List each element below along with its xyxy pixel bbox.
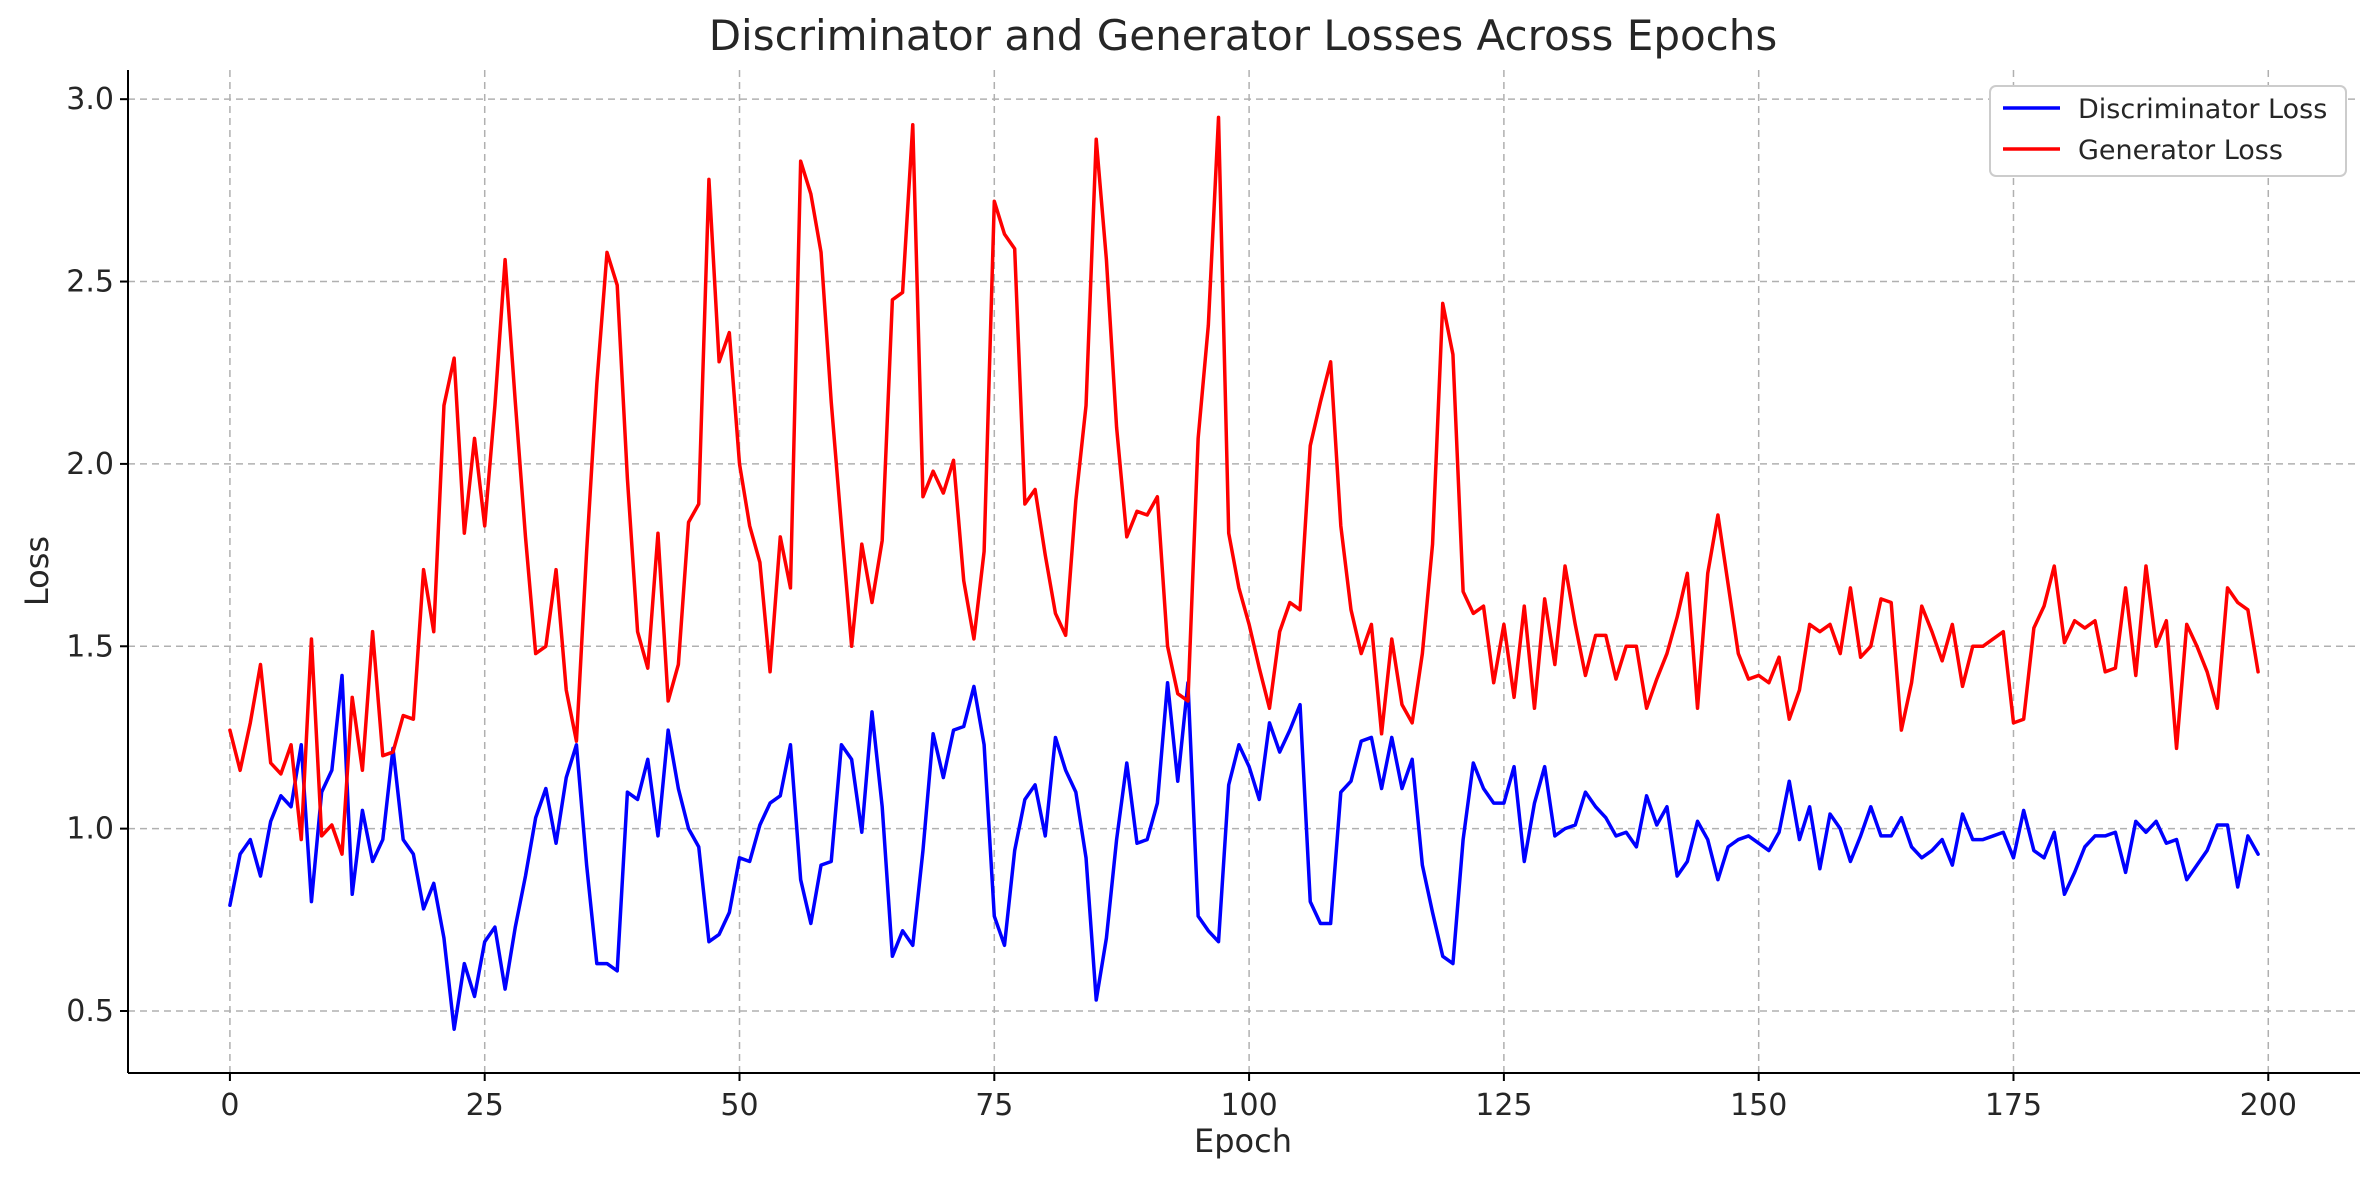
x-tick-label: 50 — [720, 1088, 758, 1123]
x-tick-label: 0 — [220, 1088, 239, 1123]
legend-label-generator: Generator Loss — [2078, 135, 2283, 166]
y-tick-label: 2.5 — [66, 265, 114, 300]
x-tick-label: 125 — [1475, 1088, 1532, 1123]
legend-box — [1989, 85, 2347, 177]
x-tick-label: 100 — [1220, 1088, 1277, 1123]
axes — [127, 70, 2360, 1074]
series-layer — [228, 115, 2260, 1031]
x-tick-label: 200 — [2240, 1088, 2297, 1123]
legend-label-discriminator: Discriminator Loss — [2078, 94, 2327, 125]
x-tick-label: 75 — [975, 1088, 1013, 1123]
x-tick-label: 150 — [1730, 1088, 1787, 1123]
series-line-discriminator-loss — [228, 673, 2260, 1031]
x-tick-label: 175 — [1985, 1088, 2042, 1123]
x-tick-label: 25 — [466, 1088, 504, 1123]
legend: Discriminator Loss Generator Loss — [1989, 85, 2347, 177]
y-tick-label: 1.0 — [66, 812, 114, 847]
chart-title: Discriminator and Generator Losses Acros… — [709, 11, 1778, 60]
grid — [128, 70, 2360, 1073]
y-tick-label: 0.5 — [66, 994, 114, 1029]
series-line-generator-loss — [228, 115, 2260, 856]
y-tick-label: 1.5 — [66, 629, 114, 664]
y-axis-label: Loss — [18, 536, 56, 606]
y-tick-label: 3.0 — [66, 82, 114, 117]
ticks: 0 25 50 75 100 125 150 175 200 0.5 1.0 1.5 2.0 2.5 3.0 — [66, 82, 2297, 1123]
x-axis-label: Epoch — [1194, 1122, 1292, 1160]
y-tick-label: 2.0 — [66, 447, 114, 482]
